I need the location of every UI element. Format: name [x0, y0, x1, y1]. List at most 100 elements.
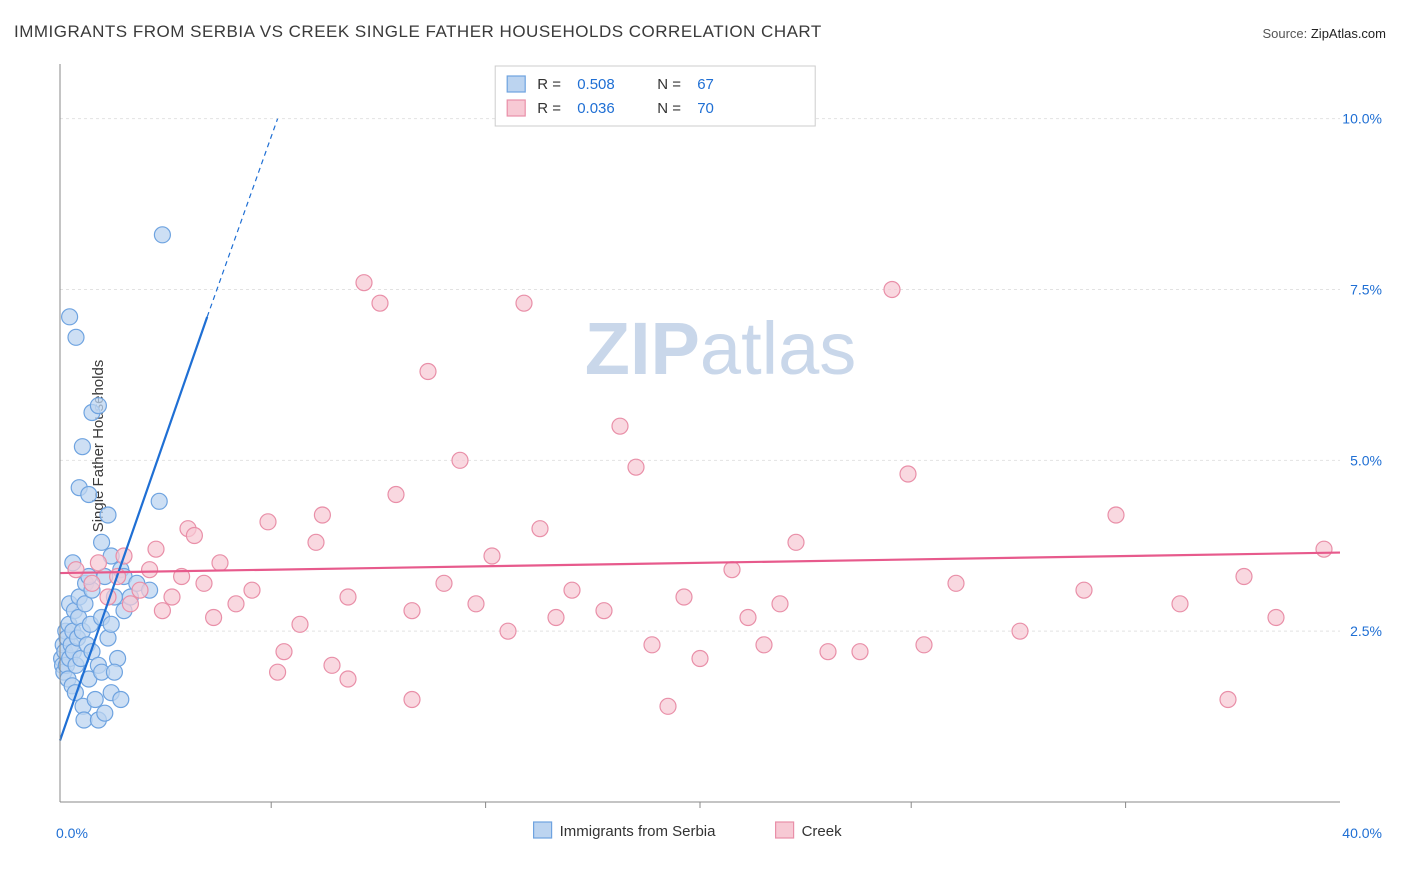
- data-point: [724, 562, 740, 578]
- data-point: [564, 582, 580, 598]
- data-point: [372, 295, 388, 311]
- data-point: [100, 507, 116, 523]
- data-point: [484, 548, 500, 564]
- data-point: [1220, 692, 1236, 708]
- legend-r-value: 0.036: [577, 100, 615, 117]
- data-point: [97, 705, 113, 721]
- data-point: [151, 493, 167, 509]
- data-point: [308, 534, 324, 550]
- source-value: ZipAtlas.com: [1311, 26, 1386, 41]
- source-prefix: Source:: [1262, 26, 1310, 41]
- x-tick-label: 40.0%: [1342, 825, 1382, 841]
- data-point: [340, 589, 356, 605]
- data-point: [628, 459, 644, 475]
- data-point: [276, 644, 292, 660]
- data-point: [692, 651, 708, 667]
- data-point: [132, 582, 148, 598]
- data-point: [76, 712, 92, 728]
- data-point: [94, 534, 110, 550]
- y-tick-label: 5.0%: [1350, 452, 1382, 468]
- data-point: [612, 418, 628, 434]
- legend-stats: [495, 66, 815, 126]
- legend-swatch: [776, 822, 794, 838]
- data-point: [74, 439, 90, 455]
- data-point: [884, 282, 900, 298]
- data-point: [1076, 582, 1092, 598]
- legend-swatch: [534, 822, 552, 838]
- data-point: [404, 603, 420, 619]
- legend-r-label: R =: [537, 100, 561, 117]
- data-point: [212, 555, 228, 571]
- scatter-chart: ZIPatlas 2.5% 5.0% 7.5% 10.0% 0.0% 40.0% R = 0.5…: [50, 58, 1386, 858]
- legend-r-value: 0.508: [577, 76, 615, 93]
- legend-n-label: N =: [657, 100, 681, 117]
- data-point: [314, 507, 330, 523]
- x-tick-label: 0.0%: [56, 825, 88, 841]
- data-point: [1108, 507, 1124, 523]
- data-point: [106, 664, 122, 680]
- data-point: [436, 575, 452, 591]
- data-point: [206, 610, 222, 626]
- trend-line: [60, 553, 1340, 573]
- data-point: [228, 596, 244, 612]
- data-point: [756, 637, 772, 653]
- data-point: [103, 616, 119, 632]
- data-point: [68, 562, 84, 578]
- legend-swatch: [507, 76, 525, 92]
- watermark: ZIPatlas: [585, 307, 856, 390]
- data-point: [292, 616, 308, 632]
- y-tick-label: 10.0%: [1342, 111, 1382, 127]
- legend-n-label: N =: [657, 76, 681, 93]
- data-point: [1012, 623, 1028, 639]
- data-point: [788, 534, 804, 550]
- legend-label: Creek: [802, 823, 843, 840]
- y-tick-label: 7.5%: [1350, 282, 1382, 298]
- legend-swatch: [507, 100, 525, 116]
- data-point: [660, 698, 676, 714]
- data-point: [81, 487, 97, 503]
- trend-line-ext: [207, 119, 277, 317]
- data-point: [1316, 541, 1332, 557]
- data-point: [164, 589, 180, 605]
- data-point: [154, 603, 170, 619]
- data-point: [644, 637, 660, 653]
- data-point: [356, 275, 372, 291]
- data-point: [532, 521, 548, 537]
- data-point: [1268, 610, 1284, 626]
- data-point: [87, 692, 103, 708]
- source-label: Source: ZipAtlas.com: [1262, 26, 1386, 41]
- data-point: [90, 555, 106, 571]
- data-point: [1236, 569, 1252, 585]
- data-point: [270, 664, 286, 680]
- legend-r-label: R =: [537, 76, 561, 93]
- data-point: [68, 329, 84, 345]
- data-point: [596, 603, 612, 619]
- data-point: [676, 589, 692, 605]
- data-point: [852, 644, 868, 660]
- y-tick-label: 2.5%: [1350, 623, 1382, 639]
- data-point: [1172, 596, 1188, 612]
- data-point: [62, 309, 78, 325]
- data-point: [916, 637, 932, 653]
- data-point: [900, 466, 916, 482]
- legend-label: Immigrants from Serbia: [560, 823, 717, 840]
- data-point: [388, 487, 404, 503]
- data-point: [196, 575, 212, 591]
- legend-n-value: 70: [697, 100, 714, 117]
- data-point: [142, 562, 158, 578]
- legend-n-value: 67: [697, 76, 714, 93]
- data-point: [244, 582, 260, 598]
- data-point: [772, 596, 788, 612]
- data-point: [122, 596, 138, 612]
- data-point: [948, 575, 964, 591]
- data-point: [260, 514, 276, 530]
- chart-area: ZIPatlas 2.5% 5.0% 7.5% 10.0% 0.0% 40.0% R = 0.5…: [50, 58, 1386, 858]
- data-point: [452, 452, 468, 468]
- data-point: [420, 364, 436, 380]
- data-point: [548, 610, 564, 626]
- data-point: [340, 671, 356, 687]
- data-point: [500, 623, 516, 639]
- data-point: [404, 692, 420, 708]
- data-point: [820, 644, 836, 660]
- data-point: [148, 541, 164, 557]
